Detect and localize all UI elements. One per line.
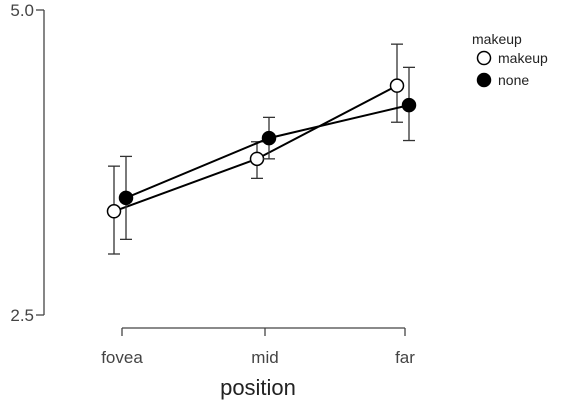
series-makeup: [106, 43, 405, 255]
series-line: [125, 104, 410, 199]
data-point: [249, 151, 265, 167]
data-point: [106, 204, 122, 219]
legend-label-makeup: makeup: [498, 50, 548, 66]
x-tick-label: far: [395, 348, 415, 367]
x-axis-title: position: [220, 375, 296, 400]
legend: makeup makeup none: [472, 31, 548, 88]
series-layer: [106, 43, 417, 255]
data-point: [401, 97, 417, 113]
legend-marker-makeup: [476, 50, 492, 66]
y-tick-label: 5.0: [10, 1, 34, 20]
x-tick-label: fovea: [101, 348, 143, 367]
data-point: [389, 78, 405, 93]
data-point: [261, 130, 277, 146]
y-tick-label: 2.5: [10, 306, 34, 325]
legend-marker-none: [476, 72, 492, 88]
series-line: [113, 84, 398, 213]
x-ticks: fovea mid far: [101, 328, 415, 367]
data-point: [118, 190, 134, 206]
y-ticks: 2.5 5.0: [10, 1, 44, 325]
legend-title: makeup: [472, 31, 522, 47]
x-tick-label: mid: [251, 348, 278, 367]
y-axis: 2.5 5.0: [10, 1, 45, 325]
legend-label-none: none: [498, 72, 529, 88]
x-axis: fovea mid far position: [101, 327, 415, 400]
series-none: [118, 66, 417, 241]
